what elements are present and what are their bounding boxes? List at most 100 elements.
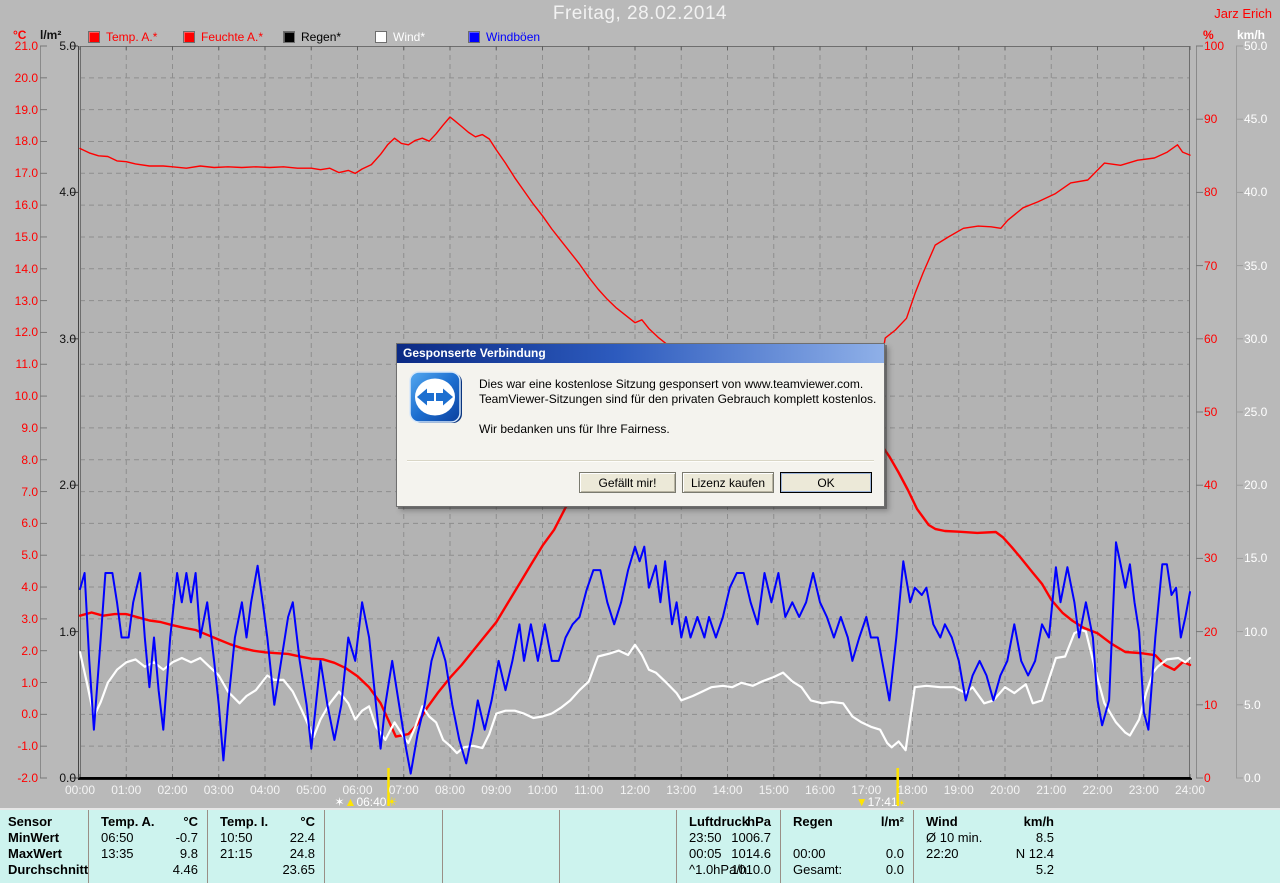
table-header-cell: °C	[183, 814, 198, 829]
temp-tick: 5.0	[21, 548, 38, 563]
x-axis-tick: 12:00	[619, 783, 651, 797]
temp-tick: 2.0	[21, 643, 38, 658]
table-column-empty	[559, 810, 677, 883]
x-axis-tick: 19:00	[943, 783, 974, 797]
table-cell: Ø 10 min.	[926, 830, 983, 845]
table-row-label: MaxWert	[8, 846, 62, 861]
x-axis-tick: 11:00	[574, 783, 604, 797]
table-header-cell: l/m²	[880, 814, 904, 829]
x-axis-tick: 15:00	[758, 783, 789, 797]
rain-tick: 4.0	[59, 185, 76, 200]
temp-tick: 17.0	[14, 166, 38, 181]
sun-icon: ☀	[386, 795, 398, 809]
series-Feuchte A.	[79, 116, 1191, 482]
legend-label: Feuchte A.*	[201, 29, 264, 44]
axis-unit-humidity: %	[1203, 28, 1214, 42]
wind-tick: 30.0	[1244, 331, 1268, 346]
temp-tick: 16.0	[14, 198, 38, 213]
table-cell: 21:15	[220, 846, 253, 861]
sunrise-marker: ✶▲06:40☀	[334, 795, 397, 809]
humidity-tick: 100	[1204, 39, 1225, 53]
series-Windböen	[79, 541, 1191, 775]
page-title: Freitag, 28.02.2014	[552, 3, 728, 24]
temp-tick: 21.0	[14, 39, 38, 53]
like-button[interactable]: Gefällt mir!	[579, 472, 676, 493]
temp-tick: 1.0	[21, 675, 38, 690]
table-column-temp-i-: Temp. I. °C 10:50 22.4 21:15 24.8 23.65	[207, 810, 325, 883]
table-cell: Gesamt:	[793, 862, 843, 877]
table-header-cell: Regen	[793, 814, 833, 829]
table-column-temp-a-: Temp. A. °C 06:50 -0.7 13:35 9.8 4.46	[88, 810, 208, 883]
table-cell: 23.65	[282, 862, 315, 877]
x-axis-tick: 21:00	[1036, 783, 1067, 797]
humidity-tick: 70	[1204, 258, 1218, 273]
sunrise-time: 06:40	[356, 795, 387, 809]
legend-swatch-icon	[88, 30, 100, 43]
x-axis-tick: 04:00	[249, 783, 281, 797]
table-cell: 00:00	[793, 846, 826, 861]
temp-tick: 8.0	[21, 452, 38, 467]
wind-tick: 45.0	[1244, 112, 1268, 127]
x-axis-tick: 09:00	[481, 783, 512, 797]
ok-button[interactable]: OK	[780, 472, 872, 493]
table-header-cell: Luftdruck	[689, 814, 749, 829]
legend-label: Wind*	[393, 29, 426, 44]
dialog-text-line2: TeamViewer-Sitzungen sind für den privat…	[479, 392, 877, 406]
x-axis-tick: 07:00	[388, 783, 419, 797]
x-axis-tick: 00:00	[64, 783, 96, 797]
x-axis-tick: 22:00	[1082, 783, 1113, 797]
rain-tick: 5.0	[59, 39, 76, 53]
x-axis-tick: 17:00	[851, 783, 882, 797]
table-cell: -0.7	[175, 830, 198, 845]
table-header-cell: °C	[300, 814, 315, 829]
legend-swatch-icon	[375, 30, 387, 43]
table-cell: 22.4	[289, 830, 315, 845]
teamviewer-icon	[409, 371, 462, 423]
axis-unit-rain: l/m²	[40, 28, 62, 42]
x-axis-tick: 16:00	[804, 783, 836, 797]
table-column-luftdruck: Luftdruck hPa 23:50 1006.7 00:05 1014.6 ^1.0hP…	[676, 810, 781, 883]
table-column-wind: Wind km/h Ø 10 min. 8.5 22:20 N 12.4 5.2	[913, 810, 1064, 883]
x-axis-tick: 23:00	[1128, 783, 1159, 797]
humidity-tick: 20	[1204, 624, 1218, 639]
buy-license-button[interactable]: Lizenz kaufen	[682, 472, 774, 493]
wind-tick: 40.0	[1244, 185, 1268, 200]
table-row-label: Sensor	[8, 814, 53, 829]
table-column-empty	[442, 810, 560, 883]
legend-item-regen-: Regen*	[283, 30, 341, 44]
humidity-tick: 90	[1204, 112, 1218, 127]
x-axis-tick: 13:00	[666, 783, 697, 797]
x-axis-tick: 18:00	[897, 783, 928, 797]
table-cell: 00:05	[689, 846, 722, 861]
temp-tick: 7.0	[21, 484, 38, 499]
legend-label: Temp. A.*	[106, 29, 158, 44]
table-cell: 0.0	[885, 846, 904, 861]
table-column-empty	[324, 810, 443, 883]
x-axis-tick: 02:00	[157, 783, 188, 797]
sunrise-arrow-icon: ▲	[344, 795, 357, 809]
temp-tick: 10.0	[14, 389, 38, 404]
temp-tick: 4.0	[21, 580, 38, 595]
sun-icon: ☀	[897, 798, 906, 808]
x-axis-tick: 24:00	[1174, 783, 1206, 797]
star-icon: ✶	[334, 795, 345, 809]
table-cell: 24.8	[289, 846, 315, 861]
temp-tick: 19.0	[14, 102, 38, 117]
legend-swatch-icon	[183, 30, 195, 43]
table-cell: 23:50	[689, 830, 722, 845]
wind-tick: 5.0	[1244, 697, 1261, 712]
temp-tick: 20.0	[14, 70, 38, 85]
dialog-divider	[407, 460, 874, 462]
dialog-titlebar[interactable]: Gesponserte Verbindung	[397, 344, 884, 363]
dialog-text-line3: Wir bedanken uns für Ihre Fairness.	[479, 422, 670, 436]
table-header-cell: hPa	[747, 814, 771, 829]
table-header-cell: Temp. A.	[101, 814, 155, 829]
temp-tick: 9.0	[21, 420, 38, 435]
temp-tick: 11.0	[15, 357, 38, 372]
x-axis-tick: 01:00	[111, 783, 142, 797]
humidity-tick: 40	[1204, 478, 1218, 493]
humidity-tick: 10	[1204, 697, 1218, 712]
table-cell: 22:20	[926, 846, 959, 861]
humidity-tick: 80	[1204, 185, 1218, 200]
user-name: Jarz Erich	[1214, 6, 1272, 21]
